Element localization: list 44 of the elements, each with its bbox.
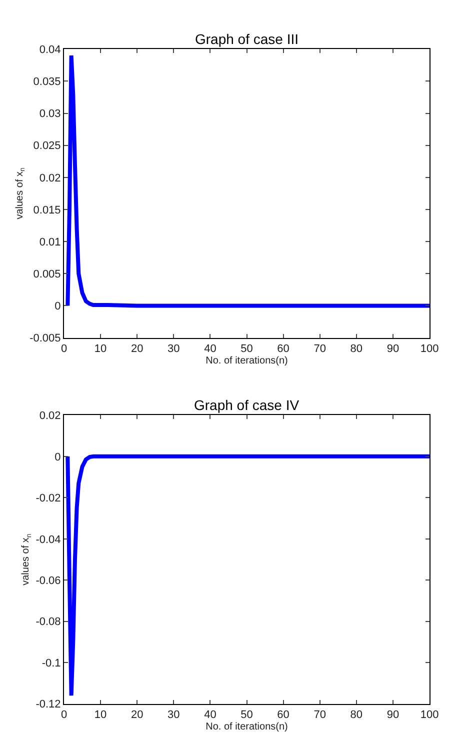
y-tick-label: 0.035 bbox=[33, 76, 61, 88]
y-tick-label: 0.02 bbox=[39, 410, 61, 422]
x-tick-label: 80 bbox=[350, 342, 363, 355]
x-tick-label: 20 bbox=[130, 709, 144, 722]
x-tick-label: 30 bbox=[168, 709, 180, 722]
y-tick-label: -0.06 bbox=[36, 574, 61, 587]
x-tick-label: 90 bbox=[386, 709, 400, 722]
y-tick-label: -0.1 bbox=[42, 657, 61, 670]
x-axis-title: No. of iterations(n) bbox=[206, 355, 288, 366]
chart-title: Graph of case IV bbox=[194, 397, 300, 413]
x-tick-label: 50 bbox=[240, 709, 253, 722]
x-axis-title: No. of iterations(n) bbox=[206, 722, 288, 733]
x-tick-label: 100 bbox=[420, 709, 439, 722]
y-tick-label: 0 bbox=[54, 300, 61, 313]
y-tick-label: 0.01 bbox=[39, 236, 61, 248]
line-series bbox=[66, 54, 430, 308]
y-tick-label: 0.015 bbox=[33, 204, 61, 216]
y-tick-label: -0.12 bbox=[36, 698, 61, 711]
x-tick-label: 60 bbox=[277, 342, 290, 355]
x-tick-label: 100 bbox=[420, 342, 439, 355]
x-tick-label: 10 bbox=[94, 709, 107, 722]
y-tick-label: 0.04 bbox=[39, 44, 61, 56]
x-tick-label: 30 bbox=[168, 342, 180, 355]
x-tick-label: 50 bbox=[240, 342, 253, 355]
y-tick-label: -0.08 bbox=[36, 616, 61, 628]
y-tick-label: -0.005 bbox=[30, 332, 61, 345]
line-series bbox=[66, 454, 430, 698]
x-tick-label: 40 bbox=[204, 342, 216, 355]
y-tick-label: 0.005 bbox=[33, 268, 61, 280]
y-tick-label: 0.03 bbox=[39, 108, 61, 120]
x-tick-label: 70 bbox=[314, 342, 326, 355]
x-tick-label: 70 bbox=[314, 709, 326, 722]
x-tick-label: 10 bbox=[94, 342, 107, 355]
x-tick-label: 60 bbox=[277, 709, 290, 722]
x-tick-label: 90 bbox=[386, 342, 400, 355]
y-tick-label: -0.04 bbox=[36, 534, 61, 546]
x-tick-label: 40 bbox=[204, 709, 216, 722]
x-tick-label: 20 bbox=[130, 342, 144, 355]
chart-title: Graph of case III bbox=[195, 31, 298, 47]
x-tick-label: 80 bbox=[350, 709, 363, 722]
y-tick-label: 0.02 bbox=[39, 172, 61, 184]
y-tick-label: 0.025 bbox=[33, 140, 61, 152]
y-tick-label: -0.02 bbox=[36, 492, 61, 505]
y-tick-label: 0 bbox=[54, 451, 61, 464]
